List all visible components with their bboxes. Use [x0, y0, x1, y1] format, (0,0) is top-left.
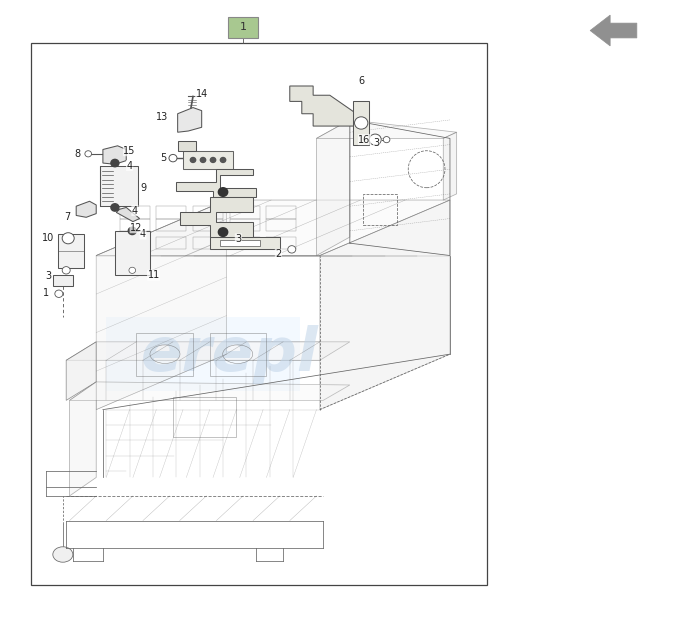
Circle shape: [288, 246, 296, 253]
Text: 4: 4: [132, 205, 138, 215]
Bar: [136, 333, 193, 376]
Bar: [267, 207, 296, 218]
Bar: [120, 218, 149, 231]
Polygon shape: [103, 146, 127, 164]
Circle shape: [218, 228, 227, 236]
Bar: [267, 237, 296, 249]
Text: 11: 11: [147, 270, 160, 281]
Bar: [120, 207, 149, 218]
Bar: [156, 218, 186, 231]
Bar: [219, 240, 260, 246]
Text: 15: 15: [123, 146, 136, 156]
Bar: [193, 207, 223, 218]
Bar: [267, 218, 296, 231]
Bar: [32, 43, 487, 585]
Text: 7: 7: [64, 211, 70, 221]
Polygon shape: [69, 382, 96, 496]
Polygon shape: [183, 151, 233, 169]
FancyBboxPatch shape: [228, 17, 258, 38]
Circle shape: [111, 159, 119, 167]
Circle shape: [62, 233, 74, 244]
Bar: [363, 194, 396, 225]
Bar: [229, 218, 260, 231]
Bar: [210, 333, 267, 376]
Text: 8: 8: [75, 149, 81, 159]
Circle shape: [169, 154, 177, 162]
Bar: [173, 397, 236, 437]
Polygon shape: [590, 15, 637, 46]
Ellipse shape: [53, 547, 73, 562]
Polygon shape: [290, 86, 357, 126]
Polygon shape: [320, 200, 450, 410]
Text: 14: 14: [196, 89, 208, 99]
Bar: [120, 237, 149, 249]
Polygon shape: [444, 132, 457, 200]
Polygon shape: [210, 237, 280, 249]
Polygon shape: [176, 169, 256, 197]
Polygon shape: [180, 197, 253, 237]
Circle shape: [55, 290, 63, 297]
Text: 2: 2: [275, 249, 281, 259]
Text: 3: 3: [374, 138, 380, 148]
Circle shape: [369, 134, 381, 145]
Polygon shape: [76, 202, 96, 217]
Polygon shape: [316, 120, 457, 139]
Circle shape: [201, 157, 206, 162]
Circle shape: [211, 157, 215, 162]
Circle shape: [85, 151, 92, 157]
Polygon shape: [53, 276, 73, 286]
Bar: [100, 166, 138, 207]
Text: 3: 3: [45, 271, 51, 281]
Polygon shape: [116, 208, 139, 221]
Polygon shape: [316, 120, 350, 256]
Bar: [115, 231, 149, 276]
Text: 9: 9: [140, 183, 146, 193]
Bar: [156, 207, 186, 218]
Bar: [193, 237, 223, 249]
Circle shape: [129, 227, 136, 234]
Polygon shape: [66, 342, 350, 360]
Text: 10: 10: [42, 233, 55, 243]
Text: 13: 13: [155, 112, 168, 122]
Circle shape: [62, 267, 70, 274]
Polygon shape: [178, 108, 202, 132]
Text: 16: 16: [359, 134, 371, 145]
Text: 1: 1: [43, 287, 49, 297]
Polygon shape: [66, 342, 96, 401]
Circle shape: [355, 117, 368, 129]
Circle shape: [190, 157, 196, 162]
Bar: [229, 207, 260, 218]
Text: 12: 12: [130, 223, 143, 233]
Circle shape: [218, 188, 227, 197]
Text: 4: 4: [127, 160, 133, 170]
Text: 5: 5: [160, 153, 166, 163]
Text: 6: 6: [359, 76, 365, 86]
Bar: [229, 237, 260, 249]
Polygon shape: [96, 200, 226, 410]
Circle shape: [129, 267, 135, 274]
Text: erepl: erepl: [141, 325, 318, 384]
Polygon shape: [178, 141, 197, 151]
Circle shape: [220, 157, 225, 162]
Text: 3: 3: [236, 234, 242, 244]
Polygon shape: [353, 101, 369, 144]
Bar: [156, 237, 186, 249]
Circle shape: [111, 204, 119, 211]
Polygon shape: [96, 200, 450, 256]
Circle shape: [383, 137, 390, 142]
Text: 1: 1: [240, 22, 246, 32]
Bar: [193, 218, 223, 231]
Bar: [106, 317, 299, 391]
Polygon shape: [69, 382, 350, 401]
Bar: [57, 234, 84, 268]
Text: 4: 4: [140, 229, 146, 239]
